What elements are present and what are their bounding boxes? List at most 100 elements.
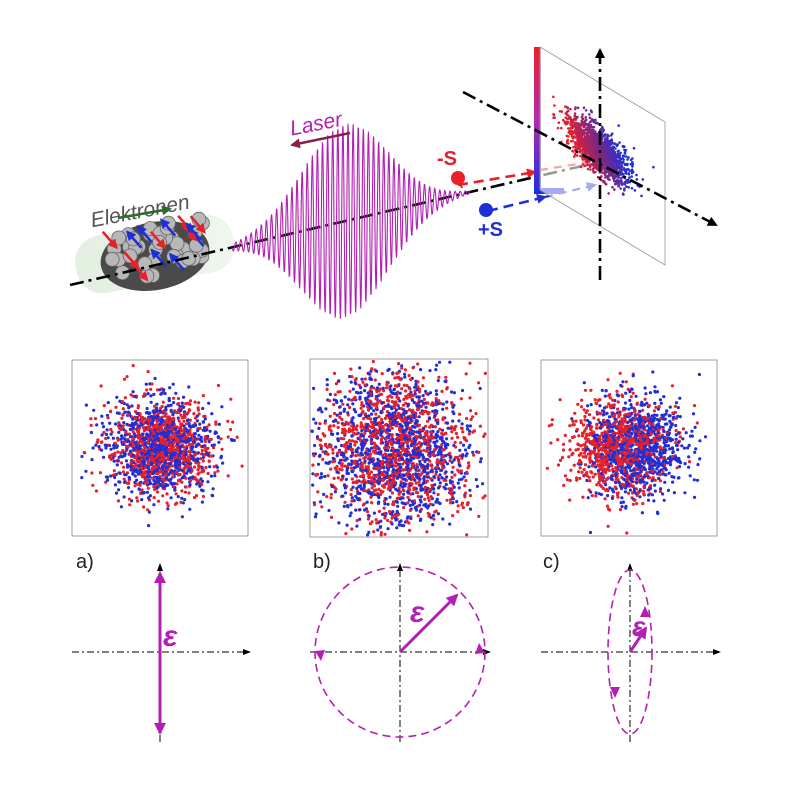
spin-up-point bbox=[89, 430, 93, 435]
spin-up-point bbox=[350, 469, 354, 473]
spin-up-point bbox=[159, 420, 163, 424]
spin-down-point bbox=[465, 470, 469, 474]
spin-up-point bbox=[175, 466, 179, 470]
spin-down-point bbox=[354, 454, 358, 458]
spin-down-point bbox=[328, 414, 332, 418]
spin-down-point bbox=[134, 454, 138, 458]
spin-up-point bbox=[444, 444, 448, 449]
spin-down-point bbox=[201, 494, 205, 499]
spin-colorbar bbox=[534, 47, 541, 194]
spin-down-point bbox=[447, 487, 451, 491]
detector-point bbox=[589, 141, 593, 145]
spin-up-point bbox=[115, 463, 119, 467]
detector-point bbox=[626, 158, 629, 161]
detector-point bbox=[591, 169, 595, 173]
spin-down-point bbox=[200, 448, 204, 453]
spin-down-point bbox=[156, 429, 160, 433]
detector-point bbox=[614, 160, 617, 164]
spin-down-point bbox=[340, 468, 344, 472]
detector-point bbox=[622, 158, 625, 161]
spin-up-point bbox=[157, 478, 161, 482]
spin-up-point bbox=[146, 392, 150, 396]
detector-point bbox=[603, 169, 606, 172]
spin-down-point bbox=[330, 460, 334, 464]
spin-down-point bbox=[201, 459, 205, 463]
detector-point bbox=[622, 160, 625, 164]
spin-down-point bbox=[449, 492, 453, 496]
spin-down-point bbox=[416, 469, 421, 473]
spin-up-point bbox=[178, 449, 183, 453]
spin-down-point bbox=[106, 416, 110, 420]
spin-up-point bbox=[329, 432, 334, 436]
spin-up-point bbox=[165, 446, 169, 450]
spin-down-point bbox=[91, 483, 95, 487]
spin-up-point bbox=[176, 495, 180, 499]
spin-up-point bbox=[434, 389, 438, 393]
detector-point bbox=[581, 122, 584, 126]
spin-down-point bbox=[184, 485, 188, 489]
detector-point bbox=[623, 169, 627, 172]
spin-up-point bbox=[148, 482, 152, 486]
detector-point bbox=[612, 145, 616, 149]
spin-down-point bbox=[434, 509, 438, 513]
spin-up-point bbox=[186, 429, 190, 433]
spin-up-point bbox=[125, 403, 129, 407]
spin-up-point bbox=[313, 515, 318, 519]
spin-up-point bbox=[106, 475, 110, 479]
detector-point bbox=[640, 194, 643, 198]
spin-up-point bbox=[151, 471, 155, 476]
spin-down-point bbox=[333, 393, 337, 397]
spin-down-point bbox=[326, 474, 330, 478]
spin-up-point bbox=[399, 456, 403, 461]
spin-down-point bbox=[175, 436, 179, 440]
spin-down-point bbox=[136, 406, 140, 410]
spin-down-point bbox=[122, 377, 127, 381]
detector-point bbox=[625, 162, 629, 166]
spin-up-point bbox=[185, 419, 190, 423]
spin-up-point bbox=[432, 491, 436, 495]
spin-up-point bbox=[187, 424, 192, 428]
spin-down-point bbox=[94, 489, 98, 493]
detector-point bbox=[579, 154, 582, 158]
detector-point bbox=[609, 152, 613, 156]
spin-down-point bbox=[428, 487, 432, 492]
spin-up-point bbox=[109, 474, 113, 478]
spin-up-point bbox=[458, 448, 462, 452]
spin-up-point bbox=[407, 498, 411, 502]
plus-s-electron bbox=[479, 203, 493, 217]
spin-up-point bbox=[137, 487, 141, 491]
spin-up-point bbox=[163, 391, 167, 396]
spin-up-point bbox=[397, 523, 401, 527]
spin-down-point bbox=[383, 423, 388, 427]
spin-down-point bbox=[231, 420, 235, 424]
spin-up-point bbox=[348, 442, 353, 446]
detector-point bbox=[619, 169, 622, 172]
spin-up-point bbox=[207, 401, 211, 405]
spin-down-point bbox=[361, 479, 365, 483]
spin-down-point bbox=[329, 467, 333, 471]
spin-up-point bbox=[124, 459, 129, 463]
spin-up-point bbox=[381, 441, 385, 445]
spin-up-point bbox=[471, 450, 475, 454]
spin-up-point bbox=[370, 412, 374, 416]
spin-down-point bbox=[139, 415, 143, 419]
detector-point bbox=[618, 166, 622, 170]
spin-up-point bbox=[378, 525, 383, 529]
spin-up-point bbox=[383, 456, 387, 460]
detector-point bbox=[592, 155, 596, 158]
spin-up-point bbox=[398, 399, 402, 403]
spin-down-point bbox=[100, 440, 104, 444]
spin-up-point bbox=[351, 402, 355, 406]
spin-up-point bbox=[415, 388, 419, 392]
detector-point bbox=[576, 146, 579, 149]
spin-down-point bbox=[414, 434, 418, 438]
spin-down-point bbox=[177, 419, 181, 423]
detector-point bbox=[571, 120, 575, 123]
spin-down-point bbox=[334, 382, 338, 386]
detector-point bbox=[564, 116, 568, 119]
spin-down-point bbox=[183, 490, 188, 494]
spin-down-point bbox=[348, 405, 352, 410]
detector-point bbox=[619, 177, 623, 180]
spin-up-point bbox=[422, 478, 426, 482]
spin-up-point bbox=[441, 407, 445, 411]
